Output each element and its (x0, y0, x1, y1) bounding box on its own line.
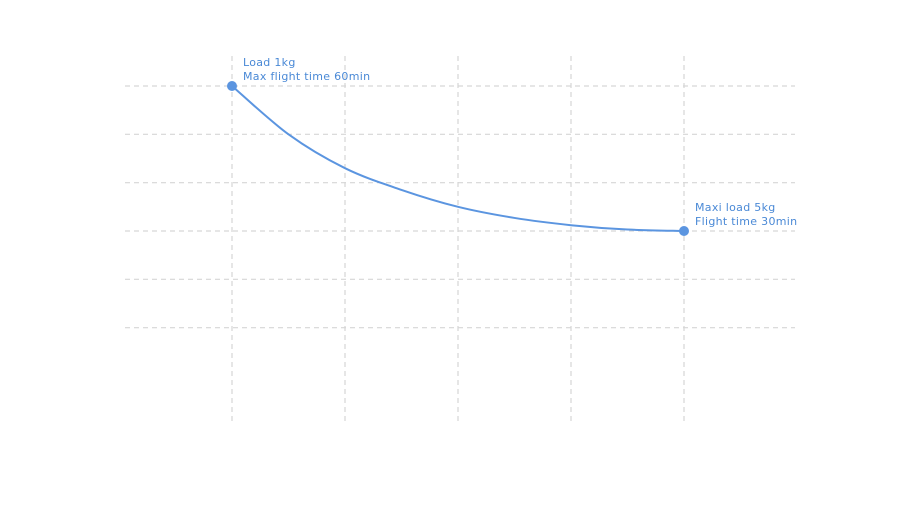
annotation-label-1-1: Flight time 30min (695, 215, 797, 228)
annotation-label-0-0: Load 1kg (243, 56, 296, 69)
series-line-0 (231, 85, 685, 232)
grid (125, 56, 795, 425)
annotation-label-1-0: Maxi load 5kg (695, 201, 776, 214)
data-point-1 (679, 226, 689, 236)
data-point-0 (227, 81, 237, 91)
series-layer (227, 81, 689, 236)
annotation-label-0-1: Max flight time 60min (243, 70, 370, 83)
